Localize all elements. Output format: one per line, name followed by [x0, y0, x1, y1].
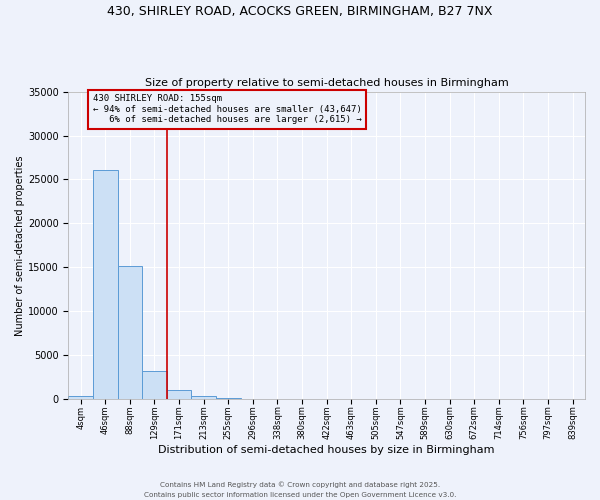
Title: Size of property relative to semi-detached houses in Birmingham: Size of property relative to semi-detach…	[145, 78, 509, 88]
Text: 430 SHIRLEY ROAD: 155sqm
← 94% of semi-detached houses are smaller (43,647)
   6: 430 SHIRLEY ROAD: 155sqm ← 94% of semi-d…	[93, 94, 362, 124]
Y-axis label: Number of semi-detached properties: Number of semi-detached properties	[15, 155, 25, 336]
Bar	[142, 371, 167, 399]
Text: Contains HM Land Registry data © Crown copyright and database right 2025.: Contains HM Land Registry data © Crown c…	[160, 481, 440, 488]
Text: 430, SHIRLEY ROAD, ACOCKS GREEN, BIRMINGHAM, B27 7NX: 430, SHIRLEY ROAD, ACOCKS GREEN, BIRMING…	[107, 5, 493, 18]
Text: Contains public sector information licensed under the Open Government Licence v3: Contains public sector information licen…	[144, 492, 456, 498]
Bar	[216, 398, 241, 399]
Bar	[118, 266, 142, 399]
Bar	[191, 396, 216, 399]
Bar	[167, 390, 191, 399]
Bar	[93, 170, 118, 399]
Bar	[68, 396, 93, 399]
X-axis label: Distribution of semi-detached houses by size in Birmingham: Distribution of semi-detached houses by …	[158, 445, 495, 455]
